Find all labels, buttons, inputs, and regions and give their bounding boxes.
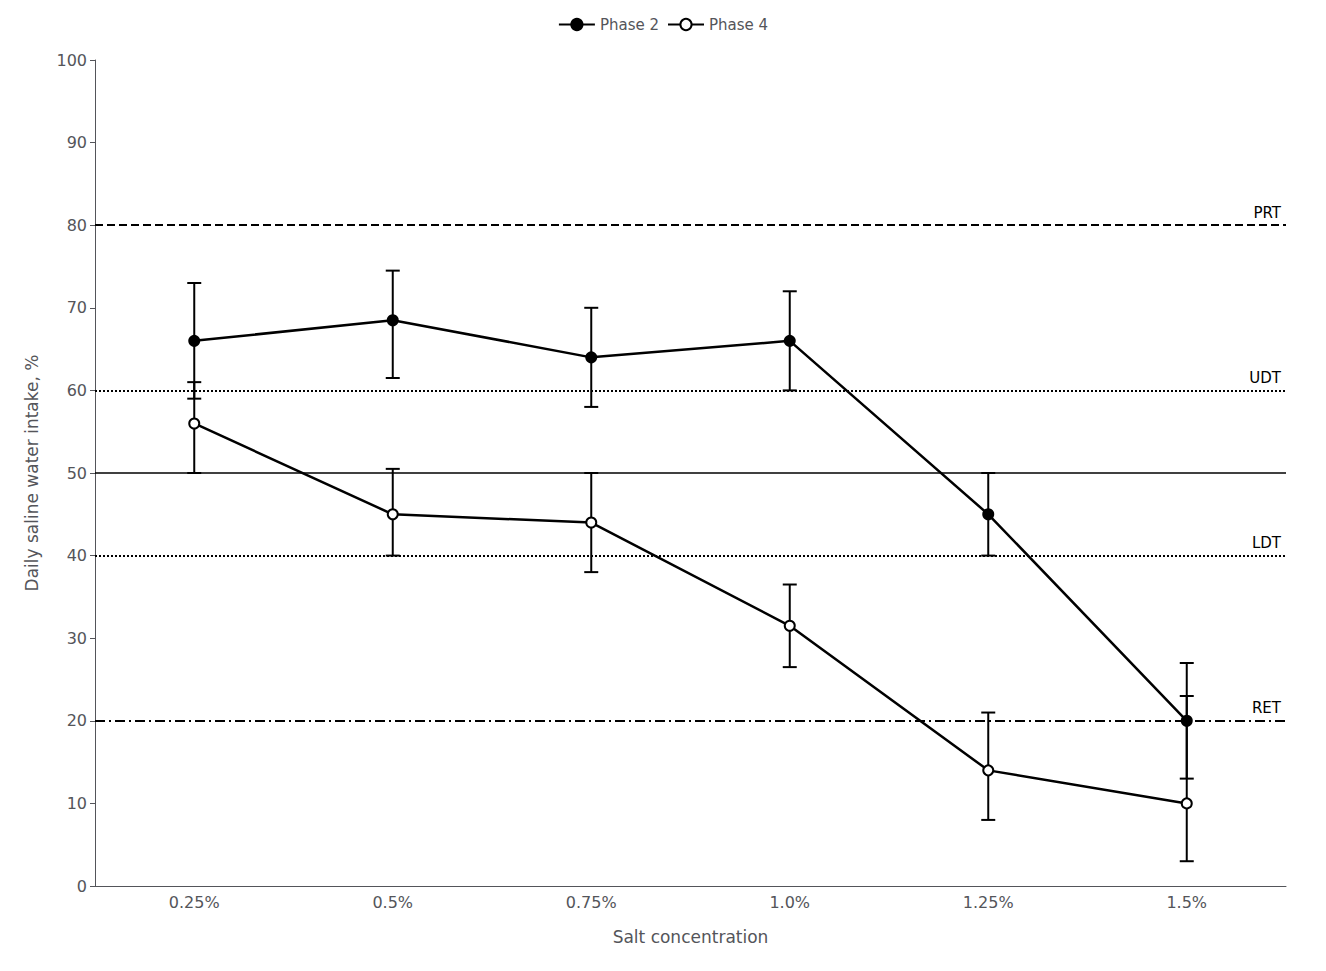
svg-text:0.25%: 0.25%: [169, 893, 220, 912]
svg-text:1.25%: 1.25%: [963, 893, 1014, 912]
svg-text:Salt concentration: Salt concentration: [613, 927, 769, 947]
svg-text:0.5%: 0.5%: [372, 893, 413, 912]
svg-text:80: 80: [67, 216, 87, 235]
svg-text:40: 40: [67, 546, 87, 565]
svg-text:30: 30: [67, 629, 87, 648]
svg-text:60: 60: [67, 381, 87, 400]
svg-text:LDT: LDT: [1252, 534, 1282, 552]
svg-text:UDT: UDT: [1249, 369, 1282, 387]
svg-text:1.5%: 1.5%: [1166, 893, 1207, 912]
svg-text:1.0%: 1.0%: [769, 893, 810, 912]
svg-text:20: 20: [67, 711, 87, 730]
svg-text:100: 100: [56, 51, 87, 70]
svg-text:0: 0: [77, 877, 87, 896]
svg-text:10: 10: [67, 794, 87, 813]
svg-text:Daily saline water intake, %: Daily saline water intake, %: [22, 355, 42, 592]
svg-text:RET: RET: [1252, 699, 1282, 717]
svg-text:50: 50: [67, 464, 87, 483]
svg-text:0.75%: 0.75%: [566, 893, 617, 912]
svg-text:PRT: PRT: [1253, 204, 1281, 222]
svg-text:70: 70: [67, 298, 87, 317]
svg-text:Phase 4: Phase 4: [709, 16, 768, 34]
svg-text:Phase 2: Phase 2: [600, 16, 659, 34]
svg-text:90: 90: [67, 133, 87, 152]
